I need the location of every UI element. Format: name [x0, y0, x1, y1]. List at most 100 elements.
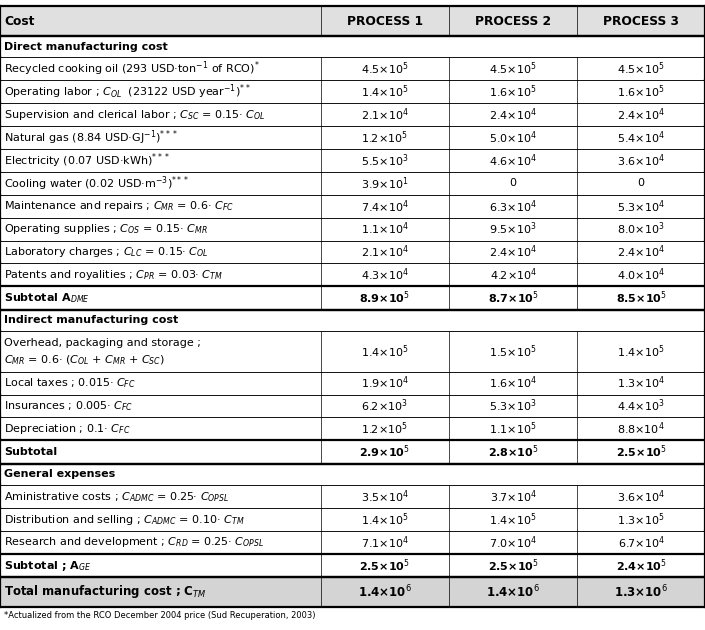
Bar: [0, 577, 705, 607]
Text: Patents and royalities ; $C_{PR}$ = 0.03· $C_{TM}$: Patents and royalities ; $C_{PR}$ = 0.03…: [4, 268, 223, 282]
Text: *Actualized from the RCO December 2004 price (Sud Recuperation, 2003): *Actualized from the RCO December 2004 p…: [4, 610, 315, 620]
Text: Local taxes ; 0.015· $C_{FC}$: Local taxes ; 0.015· $C_{FC}$: [4, 376, 136, 390]
Text: 2.4×10$^4$: 2.4×10$^4$: [489, 244, 537, 260]
Text: Subtotal ; $\mathbf{A}_{GE}$: Subtotal ; $\mathbf{A}_{GE}$: [4, 559, 92, 573]
Text: 2.9×10$^5$: 2.9×10$^5$: [360, 444, 410, 460]
Bar: [0, 6, 705, 36]
Bar: [0, 263, 705, 286]
Bar: [0, 241, 705, 263]
Text: 6.7×10$^4$: 6.7×10$^4$: [618, 534, 665, 551]
Text: Electricity (0.07 USD·kWh)$^{***}$: Electricity (0.07 USD·kWh)$^{***}$: [4, 151, 170, 169]
Text: $C_{MR}$ = 0.6· ($C_{OL}$ + $C_{MR}$ + $C_{SC}$): $C_{MR}$ = 0.6· ($C_{OL}$ + $C_{MR}$ + $…: [4, 353, 166, 367]
Bar: [0, 331, 705, 372]
Text: 1.4×10$^5$: 1.4×10$^5$: [361, 512, 409, 528]
Text: 6.3×10$^4$: 6.3×10$^4$: [489, 198, 537, 215]
Text: 4.5×10$^5$: 4.5×10$^5$: [618, 60, 665, 77]
Bar: [0, 103, 705, 126]
Text: 1.3×10$^6$: 1.3×10$^6$: [614, 583, 668, 600]
Bar: [0, 309, 705, 331]
Text: Aministrative costs ; $C_{ADMC}$ = 0.25· $C_{OPSL}$: Aministrative costs ; $C_{ADMC}$ = 0.25·…: [4, 490, 230, 503]
Text: 2.4×10$^4$: 2.4×10$^4$: [618, 244, 665, 260]
Text: Total manufacturing cost ; $\mathbf{C}_{TM}$: Total manufacturing cost ; $\mathbf{C}_{…: [4, 583, 207, 600]
Text: 0: 0: [510, 178, 517, 188]
Text: 4.4×10$^3$: 4.4×10$^3$: [618, 398, 665, 415]
Text: 4.5×10$^5$: 4.5×10$^5$: [489, 60, 537, 77]
Text: PROCESS 3: PROCESS 3: [603, 14, 679, 28]
Text: Operating supplies ; $C_{OS}$ = 0.15· $C_{MR}$: Operating supplies ; $C_{OS}$ = 0.15· $C…: [4, 222, 208, 236]
Text: Direct manufacturing cost: Direct manufacturing cost: [4, 42, 168, 52]
Bar: [0, 440, 705, 464]
Text: Cost: Cost: [4, 14, 35, 28]
Bar: [0, 508, 705, 531]
Text: 7.0×10$^4$: 7.0×10$^4$: [489, 534, 537, 551]
Text: Supervision and clerical labor ; $C_{SC}$ = 0.15· $C_{OL}$: Supervision and clerical labor ; $C_{SC}…: [4, 108, 266, 122]
Bar: [0, 464, 705, 485]
Text: Recycled cooking oil (293 USD·ton$^{-1}$ of RCO)$^{*}$: Recycled cooking oil (293 USD·ton$^{-1}$…: [4, 60, 260, 78]
Text: 1.6×10$^5$: 1.6×10$^5$: [489, 84, 537, 100]
Text: 2.4×10$^5$: 2.4×10$^5$: [615, 557, 667, 574]
Text: 1.6×10$^5$: 1.6×10$^5$: [618, 84, 665, 100]
Text: 5.3×10$^4$: 5.3×10$^4$: [618, 198, 665, 215]
Text: Insurances ; 0.005· $C_{FC}$: Insurances ; 0.005· $C_{FC}$: [4, 399, 133, 413]
Bar: [0, 217, 705, 241]
Text: 2.5×10$^5$: 2.5×10$^5$: [488, 557, 539, 574]
Text: 5.5×10$^3$: 5.5×10$^3$: [361, 152, 409, 169]
Text: 2.5×10$^5$: 2.5×10$^5$: [360, 557, 410, 574]
Text: 9.5×10$^3$: 9.5×10$^3$: [489, 220, 537, 238]
Bar: [0, 57, 705, 81]
Text: Depreciation ; 0.1· $C_{FC}$: Depreciation ; 0.1· $C_{FC}$: [4, 422, 130, 436]
Text: 2.4×10$^4$: 2.4×10$^4$: [618, 106, 665, 123]
Text: 8.7×10$^5$: 8.7×10$^5$: [488, 290, 539, 306]
Bar: [0, 149, 705, 172]
Text: 8.9×10$^5$: 8.9×10$^5$: [360, 290, 410, 306]
Bar: [0, 126, 705, 149]
Text: 1.2×10$^5$: 1.2×10$^5$: [362, 129, 408, 146]
Text: 7.1×10$^4$: 7.1×10$^4$: [361, 534, 409, 551]
Bar: [0, 394, 705, 418]
Bar: [0, 286, 705, 309]
Text: 1.4×10$^5$: 1.4×10$^5$: [489, 512, 537, 528]
Text: Cooling water (0.02 USD·m$^{-3}$)$^{***}$: Cooling water (0.02 USD·m$^{-3}$)$^{***}…: [4, 174, 190, 193]
Text: 4.5×10$^5$: 4.5×10$^5$: [361, 60, 409, 77]
Text: 3.6×10$^4$: 3.6×10$^4$: [618, 152, 665, 169]
Bar: [0, 36, 705, 57]
Text: 2.1×10$^4$: 2.1×10$^4$: [361, 106, 409, 123]
Text: General expenses: General expenses: [4, 469, 116, 479]
Text: 3.6×10$^4$: 3.6×10$^4$: [618, 488, 665, 505]
Text: 8.0×10$^3$: 8.0×10$^3$: [618, 220, 665, 238]
Bar: [0, 554, 705, 577]
Bar: [0, 81, 705, 103]
Text: 2.4×10$^4$: 2.4×10$^4$: [489, 106, 537, 123]
Text: 1.4×10$^6$: 1.4×10$^6$: [358, 583, 412, 600]
Text: 3.9×10$^1$: 3.9×10$^1$: [361, 175, 409, 192]
Text: 1.1×10$^5$: 1.1×10$^5$: [489, 420, 537, 437]
Bar: [0, 531, 705, 554]
Text: PROCESS 2: PROCESS 2: [475, 14, 551, 28]
Text: 1.5×10$^5$: 1.5×10$^5$: [489, 343, 537, 360]
Text: 3.7×10$^4$: 3.7×10$^4$: [490, 488, 537, 505]
Text: 1.6×10$^4$: 1.6×10$^4$: [489, 375, 537, 391]
Bar: [0, 418, 705, 440]
Text: 4.2×10$^4$: 4.2×10$^4$: [490, 266, 537, 283]
Text: 8.8×10$^4$: 8.8×10$^4$: [618, 420, 665, 437]
Text: 5.4×10$^4$: 5.4×10$^4$: [618, 129, 665, 146]
Text: 4.3×10$^4$: 4.3×10$^4$: [361, 266, 409, 283]
Text: Subtotal: Subtotal: [4, 447, 57, 457]
Text: 4.6×10$^4$: 4.6×10$^4$: [489, 152, 537, 169]
Text: Subtotal $\mathbf{A}_{DME}$: Subtotal $\mathbf{A}_{DME}$: [4, 291, 90, 305]
Bar: [0, 195, 705, 217]
Text: Research and development ; $C_{RD}$ = 0.25· $C_{OPSL}$: Research and development ; $C_{RD}$ = 0.…: [4, 536, 264, 549]
Bar: [0, 485, 705, 508]
Text: Distribution and selling ; $C_{ADMC}$ = 0.10· $C_{TM}$: Distribution and selling ; $C_{ADMC}$ = …: [4, 513, 245, 527]
Text: 1.2×10$^5$: 1.2×10$^5$: [362, 420, 408, 437]
Text: 1.4×10$^5$: 1.4×10$^5$: [618, 343, 665, 360]
Text: 2.5×10$^5$: 2.5×10$^5$: [615, 444, 667, 460]
Text: 2.1×10$^4$: 2.1×10$^4$: [361, 244, 409, 260]
Text: 0: 0: [638, 178, 644, 188]
Text: 4.0×10$^4$: 4.0×10$^4$: [618, 266, 665, 283]
Text: 1.4×10$^5$: 1.4×10$^5$: [361, 343, 409, 360]
Text: 3.5×10$^4$: 3.5×10$^4$: [361, 488, 409, 505]
Text: Indirect manufacturing cost: Indirect manufacturing cost: [4, 316, 178, 326]
Text: 1.1×10$^4$: 1.1×10$^4$: [361, 220, 409, 238]
Text: Overhead, packaging and storage ;: Overhead, packaging and storage ;: [4, 338, 201, 348]
